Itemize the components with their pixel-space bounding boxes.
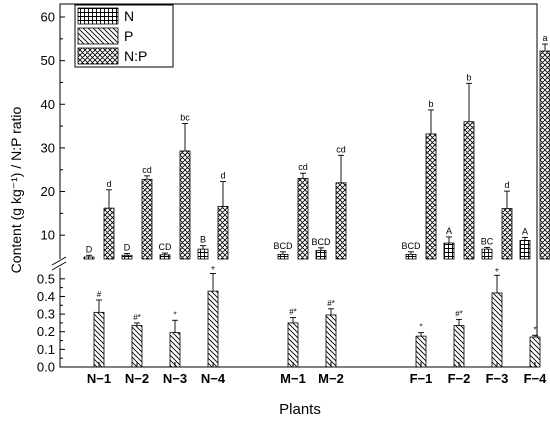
axis-break (51, 256, 67, 271)
significance-label: B (200, 235, 206, 245)
bar-np (501, 208, 513, 260)
significance-label: #* (289, 308, 297, 317)
upper-y-tick-label: 10 (41, 228, 55, 243)
x-tick-label: N−4 (201, 371, 226, 386)
x-axis-title: Plants (279, 401, 321, 418)
legend-label: P (124, 28, 133, 44)
significance-label: D (86, 244, 93, 254)
legend-label: N (124, 8, 134, 24)
y-axis-title: Content (g kg⁻¹) / N:P ratio (8, 106, 24, 273)
bar-np (425, 133, 437, 260)
bar-n (481, 248, 493, 260)
significance-label: + (211, 264, 216, 273)
x-tick-label: F−3 (486, 371, 509, 386)
axis-break-mark (51, 256, 67, 266)
significance-label: * (173, 310, 176, 319)
significance-label: # (97, 290, 102, 299)
significance-label: * (419, 323, 422, 332)
upper-y-tick-label: 60 (41, 10, 55, 25)
lower-y-tick-label: 0.0 (37, 360, 55, 375)
bar-np (463, 121, 475, 260)
lower-y-tick-label: 0.5 (37, 271, 55, 286)
significance-label: + (495, 265, 500, 274)
bar-n (197, 248, 209, 260)
significance-label: d (106, 179, 111, 189)
plot-border (59, 3, 538, 368)
legend-swatch (77, 7, 119, 25)
bar-p (325, 314, 337, 368)
bar-n (277, 253, 289, 260)
significance-label: BCD (273, 241, 293, 251)
bar-p (453, 325, 465, 368)
x-tick-label: N−3 (163, 371, 187, 386)
legend-swatch (77, 47, 119, 65)
axis-break-mark (51, 261, 67, 271)
significance-label: bc (180, 112, 190, 122)
significance-label: d (220, 171, 225, 181)
bars-layer: D # d D #* cd CD * bc B + d BCD #* cd BCD #* cd BCD * b A #* b B… (83, 33, 550, 368)
bar-np (297, 178, 309, 260)
lower-y-tick-label: 0.1 (37, 342, 55, 357)
bar-p (491, 292, 503, 368)
significance-label: * (533, 325, 536, 334)
bar-p (131, 325, 143, 368)
bar-n (519, 240, 531, 260)
significance-label: A (446, 226, 452, 236)
bar-np (335, 182, 347, 260)
bar-p (287, 322, 299, 368)
x-tick-label: F−2 (448, 371, 471, 386)
significance-label: CD (159, 242, 172, 252)
bar-p (93, 311, 105, 368)
significance-label: cd (336, 144, 346, 154)
x-tick-label: M−1 (280, 371, 306, 386)
lower-y-tick-label: 0.4 (37, 289, 55, 304)
legend: NP N:P (74, 4, 174, 68)
bar-n (315, 250, 327, 260)
axes-layer: 0.0 0.1 0.2 0.3 0.4 0.5 10 20 30 40 50 60 N−1 N−2 N−3 N… (37, 10, 547, 387)
bar-n (405, 253, 417, 260)
bar-n (121, 254, 133, 260)
significance-label: BCD (401, 241, 421, 251)
x-tick-label: N−2 (125, 371, 149, 386)
upper-y-tick-label: 40 (41, 97, 55, 112)
bar-np (103, 207, 115, 260)
x-tick-label: F−1 (410, 371, 433, 386)
legend-swatch (77, 27, 119, 45)
significance-label: A (522, 226, 528, 236)
bar-p (207, 290, 219, 368)
significance-label: b (428, 99, 433, 109)
significance-label: BCD (311, 237, 331, 247)
upper-y-tick-label: 20 (41, 184, 55, 199)
bar-np (217, 205, 229, 260)
significance-label: #* (455, 309, 463, 318)
significance-label: #* (133, 313, 141, 322)
upper-y-tick-label: 50 (41, 53, 55, 68)
bar-p (169, 332, 181, 368)
significance-label: cd (298, 162, 308, 172)
significance-label: d (504, 180, 509, 190)
x-tick-label: F−4 (524, 371, 548, 386)
significance-label: #* (327, 299, 335, 308)
bar-n (83, 256, 95, 260)
lower-y-tick-label: 0.3 (37, 307, 55, 322)
legend-label: N:P (124, 48, 147, 64)
upper-y-tick-label: 30 (41, 140, 55, 155)
significance-label: a (542, 33, 547, 43)
bar-np (179, 150, 191, 260)
lower-y-tick-label: 0.2 (37, 324, 55, 339)
significance-label: D (124, 243, 131, 253)
significance-label: BC (481, 236, 494, 246)
x-tick-label: N−1 (87, 371, 111, 386)
plot-frame (51, 3, 538, 368)
bar-n (443, 242, 455, 260)
axis-break-gap (52, 259, 64, 268)
bar-n (159, 254, 171, 260)
x-tick-label: M−2 (318, 371, 344, 386)
bar-np (539, 50, 550, 260)
bar-np (141, 178, 153, 260)
significance-label: b (466, 72, 471, 82)
significance-label: cd (142, 165, 152, 175)
